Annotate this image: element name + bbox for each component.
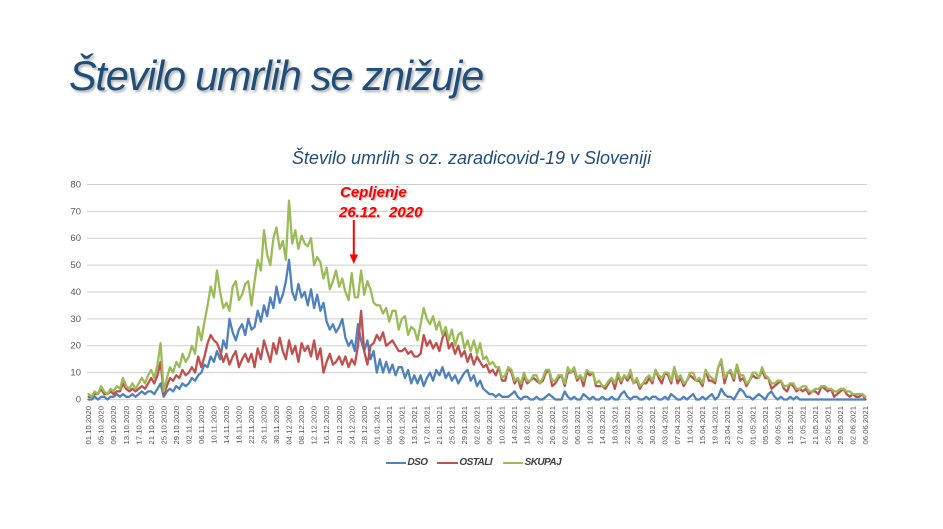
svg-text:10: 10	[70, 368, 81, 379]
svg-text:14.11.2020: 14.11.2020	[222, 406, 231, 444]
svg-text:02.02.2021: 02.02.2021	[473, 406, 482, 444]
svg-text:09.10.2020: 09.10.2020	[109, 406, 118, 444]
svg-text:09.05.2021: 09.05.2021	[773, 406, 782, 444]
svg-text:29.01.2021: 29.01.2021	[460, 406, 469, 444]
svg-text:05.05.2021: 05.05.2021	[761, 406, 770, 444]
svg-text:18.02.2021: 18.02.2021	[523, 406, 532, 444]
svg-text:27.04.2021: 27.04.2021	[736, 406, 745, 444]
svg-text:10.02.2021: 10.02.2021	[498, 406, 507, 444]
svg-text:22.11.2020: 22.11.2020	[247, 406, 256, 444]
svg-text:80: 80	[70, 179, 81, 190]
svg-text:13.10.2020: 13.10.2020	[122, 406, 131, 444]
svg-text:01.01.2021: 01.01.2021	[372, 406, 381, 444]
svg-text:18.03.2021: 18.03.2021	[610, 406, 619, 444]
svg-text:12.12.2020: 12.12.2020	[310, 406, 319, 444]
svg-text:21.10.2020: 21.10.2020	[147, 406, 156, 444]
svg-text:06.03.2021: 06.03.2021	[573, 406, 582, 444]
svg-text:29.05.2021: 29.05.2021	[836, 406, 845, 444]
svg-text:10.11.2020: 10.11.2020	[210, 406, 219, 444]
svg-text:40: 40	[70, 287, 81, 298]
svg-text:16.12.2020: 16.12.2020	[322, 406, 331, 444]
svg-text:06.02.2021: 06.02.2021	[485, 406, 494, 444]
svg-text:0: 0	[76, 394, 81, 405]
svg-text:01.10.2020: 01.10.2020	[84, 406, 93, 444]
svg-text:60: 60	[70, 233, 81, 244]
svg-text:04.12.2020: 04.12.2020	[285, 406, 294, 444]
svg-text:09.01.2021: 09.01.2021	[397, 406, 406, 444]
svg-text:02.11.2020: 02.11.2020	[184, 406, 193, 444]
svg-text:01.05.2021: 01.05.2021	[748, 406, 757, 444]
svg-text:28.12.2020: 28.12.2020	[360, 406, 369, 444]
svg-text:13.05.2021: 13.05.2021	[786, 406, 795, 444]
svg-text:70: 70	[70, 206, 81, 217]
svg-text:06.06.2021: 06.06.2021	[861, 406, 870, 444]
svg-text:22.03.2021: 22.03.2021	[623, 406, 632, 444]
svg-text:15.04.2021: 15.04.2021	[698, 406, 707, 444]
svg-text:26.11.2020: 26.11.2020	[260, 406, 269, 444]
svg-text:08.12.2020: 08.12.2020	[297, 406, 306, 444]
svg-text:18.11.2020: 18.11.2020	[235, 406, 244, 444]
svg-text:30.03.2021: 30.03.2021	[648, 406, 657, 444]
svg-text:26.02.2021: 26.02.2021	[548, 406, 557, 444]
svg-text:25.10.2020: 25.10.2020	[159, 406, 168, 444]
svg-text:17.01.2021: 17.01.2021	[423, 406, 432, 444]
svg-text:19.04.2021: 19.04.2021	[711, 406, 720, 444]
svg-text:21.05.2021: 21.05.2021	[811, 406, 820, 444]
svg-text:29.10.2020: 29.10.2020	[172, 406, 181, 444]
svg-text:17.05.2021: 17.05.2021	[798, 406, 807, 444]
svg-text:10.03.2021: 10.03.2021	[585, 406, 594, 444]
svg-text:11.04.2021: 11.04.2021	[686, 406, 695, 444]
svg-text:03.04.2021: 03.04.2021	[661, 406, 670, 444]
svg-text:05.01.2021: 05.01.2021	[385, 406, 394, 444]
svg-text:23.04.2021: 23.04.2021	[723, 406, 732, 444]
svg-text:14.03.2021: 14.03.2021	[598, 406, 607, 444]
svg-text:07.04.2021: 07.04.2021	[673, 406, 682, 444]
svg-text:22.02.2021: 22.02.2021	[535, 406, 544, 444]
svg-text:20: 20	[70, 341, 81, 352]
svg-text:17.10.2020: 17.10.2020	[134, 406, 143, 444]
svg-text:06.11.2020: 06.11.2020	[197, 406, 206, 444]
svg-text:26.03.2021: 26.03.2021	[636, 406, 645, 444]
svg-text:50: 50	[70, 260, 81, 271]
svg-text:30.11.2020: 30.11.2020	[272, 406, 281, 444]
svg-text:24.12.2020: 24.12.2020	[347, 406, 356, 444]
svg-text:05.10.2020: 05.10.2020	[97, 406, 106, 444]
svg-text:14.02.2021: 14.02.2021	[510, 406, 519, 444]
svg-text:13.01.2021: 13.01.2021	[410, 406, 419, 444]
svg-text:21.01.2021: 21.01.2021	[435, 406, 444, 444]
svg-text:02.03.2021: 02.03.2021	[560, 406, 569, 444]
svg-text:30: 30	[70, 314, 81, 325]
svg-text:25.05.2021: 25.05.2021	[823, 406, 832, 444]
svg-text:02.06.2021: 02.06.2021	[849, 406, 858, 444]
svg-text:20.12.2020: 20.12.2020	[335, 406, 344, 444]
svg-text:25.01.2021: 25.01.2021	[448, 406, 457, 444]
